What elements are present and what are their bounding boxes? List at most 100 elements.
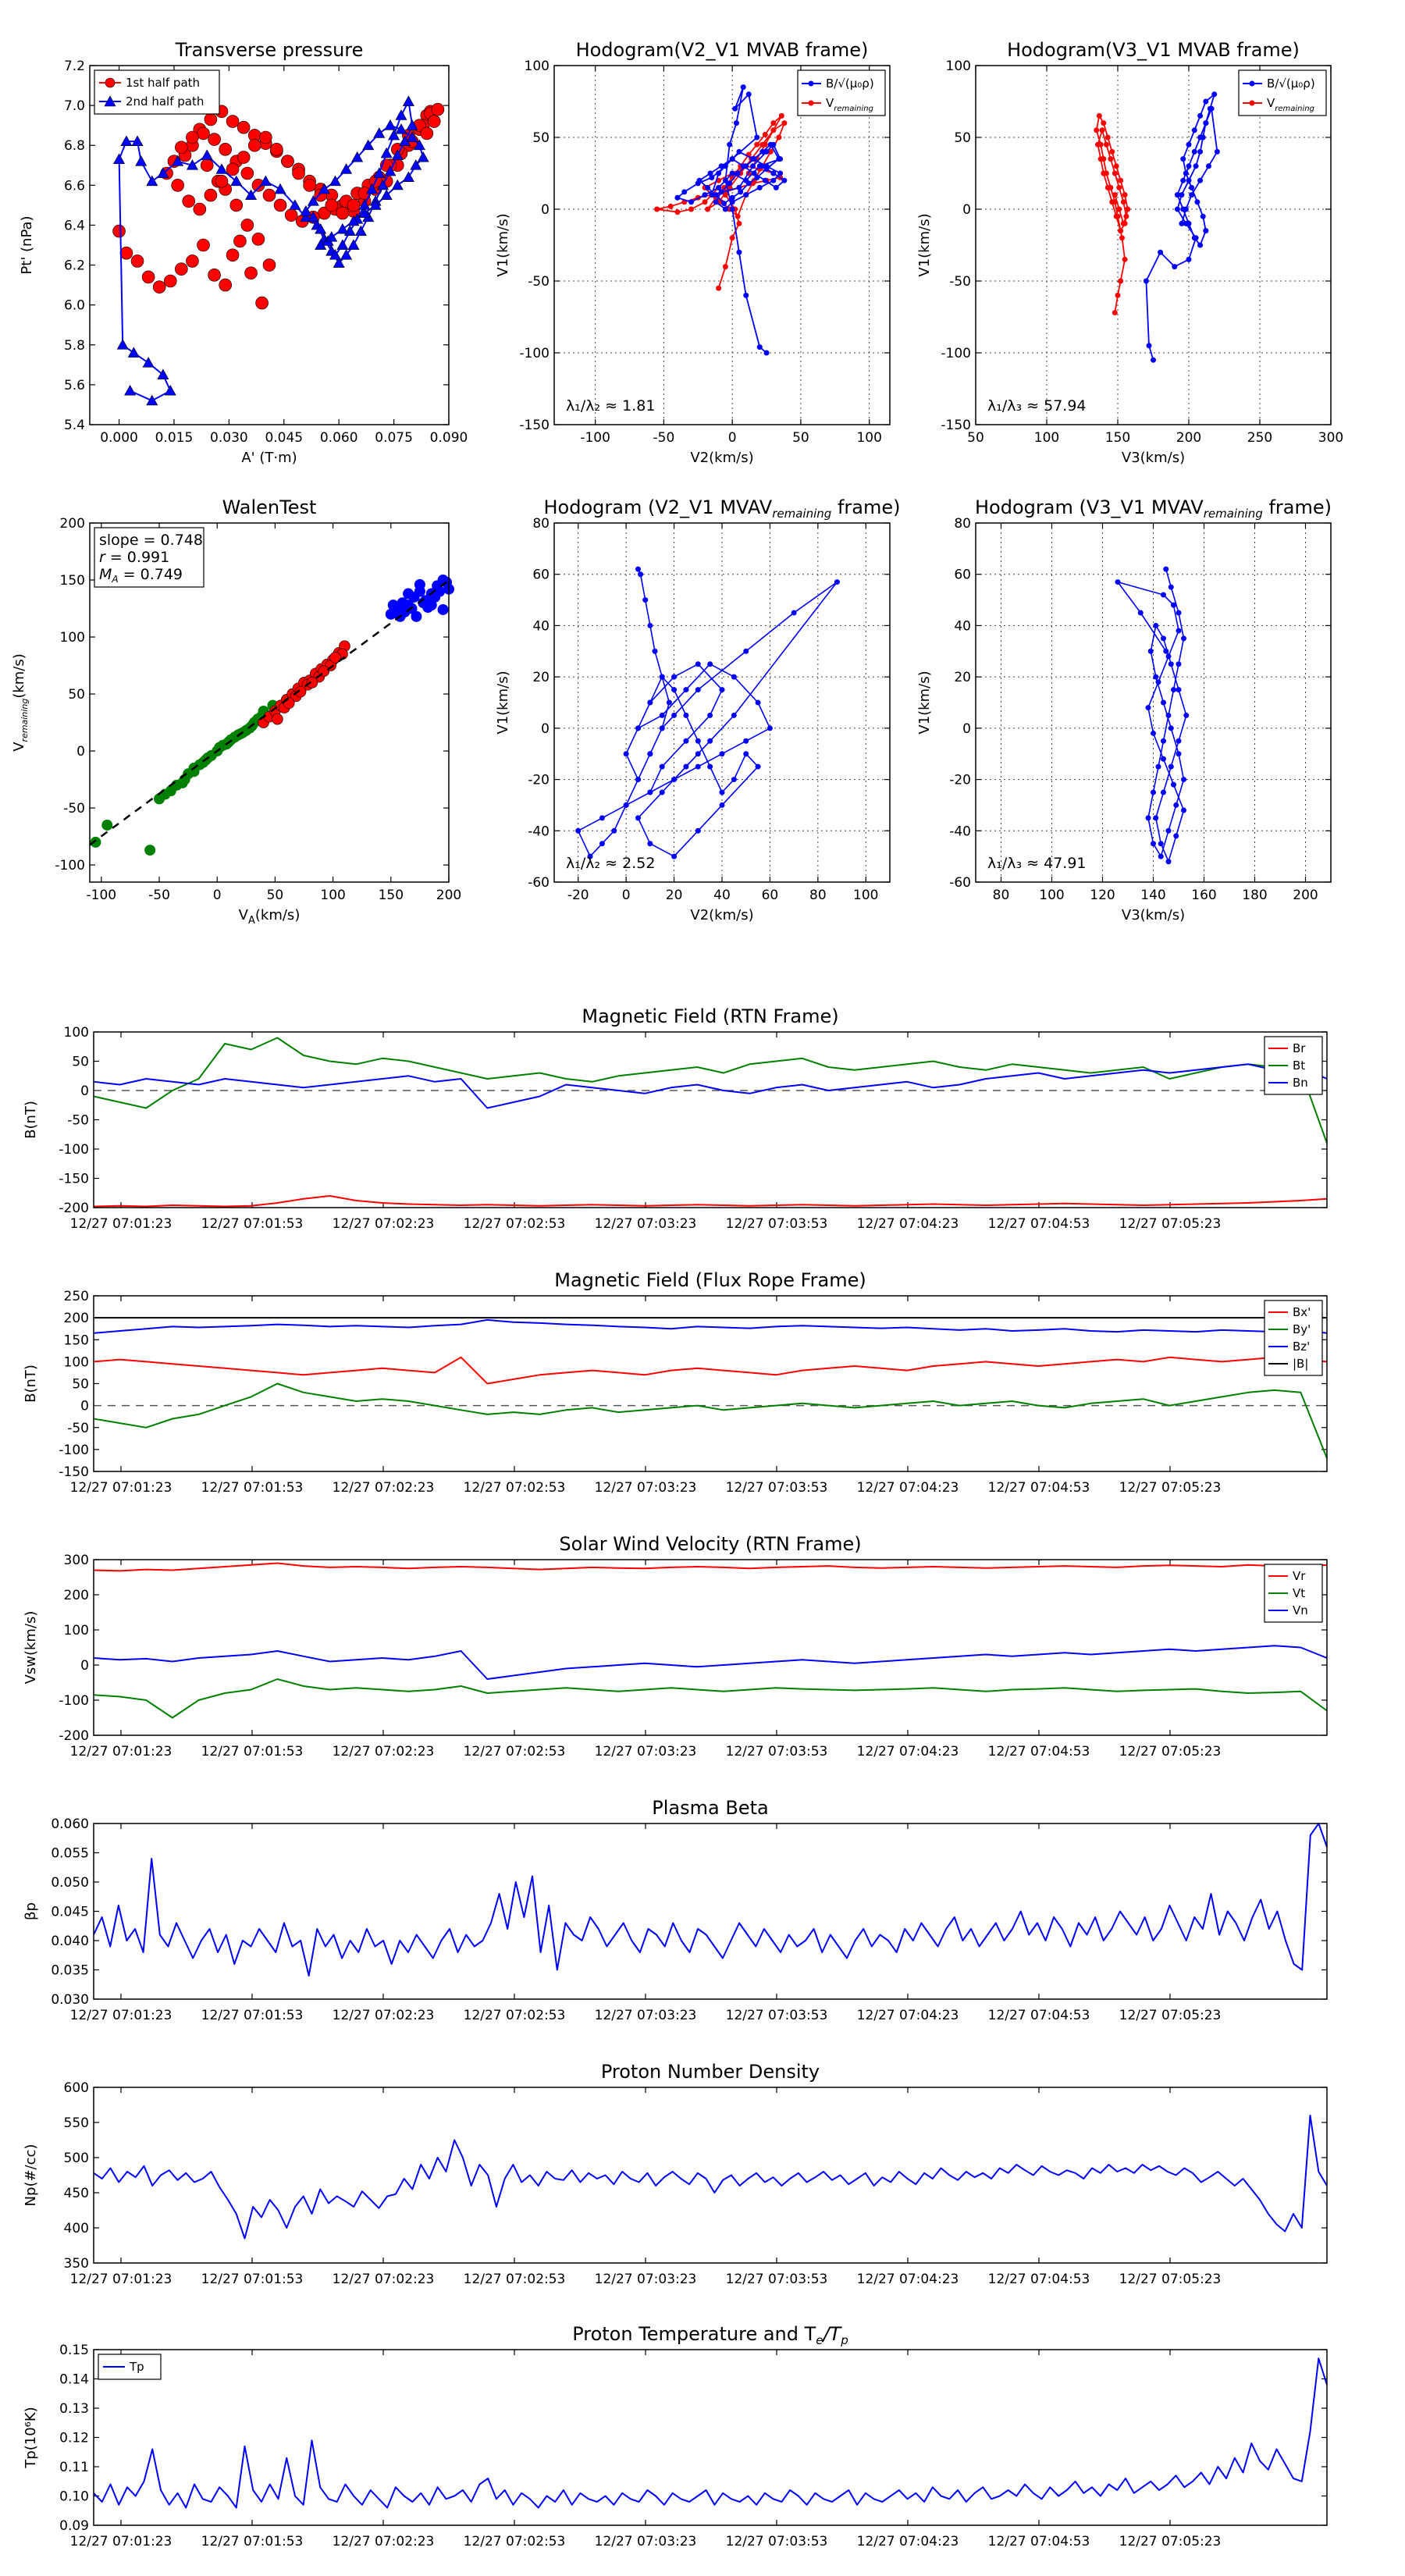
data-point (729, 156, 735, 162)
y-tick-label: 80 (954, 516, 971, 532)
data-point-1st-half (186, 130, 199, 144)
y-tick-label: 60 (532, 568, 550, 583)
data-point (716, 285, 722, 291)
y-tick-label: 50 (72, 1377, 89, 1393)
data-point (1197, 242, 1204, 248)
walen-stat-label: M (99, 566, 112, 583)
walen-stat-value: = 0.749 (119, 566, 183, 583)
eigenvalue-ratio: λ₁/λ₃ ≈ 47.91 (987, 855, 1087, 872)
y-tick-label: 0 (76, 744, 85, 760)
data-point (1123, 213, 1129, 219)
x-tick-label: 100 (1034, 430, 1059, 446)
data-point-2nd-half (157, 368, 169, 380)
data-point (719, 802, 725, 808)
chart-title-subscript: remaining (772, 507, 831, 521)
legend-label: Vt (1293, 1586, 1305, 1600)
data-point (1165, 827, 1172, 834)
x-tick-label: -50 (653, 430, 675, 446)
data-point-2nd-half (172, 155, 184, 166)
data-point (647, 841, 653, 847)
data-point (1165, 859, 1172, 865)
data-point (1205, 163, 1211, 169)
data-point (1173, 833, 1179, 839)
data-point-2nd-half (365, 183, 378, 194)
data-point (1168, 763, 1174, 770)
data-point (705, 184, 711, 190)
series-line (677, 86, 785, 354)
y-tick-label: 100 (64, 1354, 89, 1370)
legend-label: B/√(μ₀ρ) (826, 76, 874, 91)
x-tick-label: 0.015 (155, 430, 194, 446)
y-tick-label: 20 (954, 670, 971, 685)
data-point-1st-half (237, 120, 251, 134)
data-point-1st-half (431, 102, 445, 116)
data-point (1191, 235, 1197, 241)
y-tick-label: -50 (67, 1113, 89, 1129)
data-point (702, 192, 708, 198)
y-tick-label: 7.0 (64, 98, 85, 114)
data-point (1174, 192, 1180, 198)
chart-title: Magnetic Field (RTN Frame) (582, 1005, 838, 1027)
series-line-Br (93, 1195, 1328, 1208)
data-point-blue (425, 600, 437, 611)
data-point (762, 131, 768, 137)
walen-stat-subscript: A (111, 574, 118, 585)
y-tick-label: 5.8 (64, 338, 85, 354)
y-tick-label: 60 (954, 568, 971, 583)
series-line-By' (93, 1382, 1328, 1459)
x-tick-label: 12/27 07:05:23 (1119, 1744, 1222, 1759)
data-point (659, 763, 665, 770)
data-point-1st-half (284, 208, 298, 222)
legend-label: 2nd half path (126, 94, 204, 109)
data-point (1186, 163, 1192, 169)
data-point (623, 751, 629, 757)
data-point-1st-half (204, 188, 218, 202)
y-tick-label: -100 (59, 1693, 89, 1709)
data-point-2nd-half (391, 179, 404, 190)
y-tick-label: 7.2 (64, 59, 85, 74)
data-point (719, 751, 725, 757)
data-point-red (329, 652, 341, 664)
data-point-red (283, 697, 295, 710)
data-point-2nd-half (289, 199, 301, 210)
x-tick-label: 12/27 07:01:23 (70, 1216, 173, 1232)
legend-label: Bz' (1293, 1340, 1310, 1354)
x-tick-label: 12/27 07:03:53 (726, 2008, 828, 2023)
x-tick-label: -20 (567, 888, 589, 903)
data-point (743, 648, 749, 654)
x-tick-label: 12/27 07:04:23 (857, 1216, 959, 1232)
data-point (1179, 192, 1185, 198)
data-point (1120, 220, 1126, 226)
data-point (1115, 292, 1121, 298)
y-tick-label: -100 (59, 1443, 89, 1458)
plot-frame (553, 65, 891, 425)
data-point-2nd-half (315, 239, 327, 250)
data-point-1st-half (197, 238, 210, 252)
y-axis-label: Np(#/cc) (23, 2144, 39, 2207)
data-point-blue (411, 610, 422, 622)
data-point (1208, 105, 1215, 112)
data-point (740, 163, 746, 169)
x-tick-label: 12/27 07:03:53 (726, 1744, 828, 1759)
data-point-1st-half (303, 179, 316, 192)
series-line-Np (93, 2115, 1328, 2240)
y-tick-label: 200 (64, 1588, 89, 1603)
data-point-2nd-half (113, 153, 126, 165)
chart-panel: -150 -100 -50 0 50 100 150 200 250 Magnetic Field… (23, 1269, 1328, 1496)
data-point (575, 827, 582, 834)
legend-label: Bt (1293, 1059, 1305, 1073)
x-tick-label: 12/27 07:04:53 (988, 2008, 1090, 2023)
legend-label: Vr (1293, 1569, 1306, 1583)
y-tick-label: 0.060 (51, 1816, 89, 1832)
data-point-2nd-half (410, 159, 422, 170)
chart-panel: -150 -100 -50 0 50 100 50 100 150 200 250 300 Hodogr… (916, 39, 1343, 466)
y-tick-label: 5.6 (64, 378, 85, 393)
data-point (1145, 705, 1151, 711)
data-point (1161, 738, 1166, 744)
data-point (1109, 148, 1115, 155)
data-point-1st-half (259, 130, 272, 144)
x-tick-label: 160 (1191, 888, 1216, 903)
chart-title-text: Solar Wind Velocity (RTN Frame) (559, 1533, 861, 1555)
x-tick-label: 0.060 (320, 430, 358, 446)
chart-panel: -60 -40 -20 0 20 40 60 80 -20 0 20 40 60 80 100 Hodogra… (495, 496, 900, 923)
